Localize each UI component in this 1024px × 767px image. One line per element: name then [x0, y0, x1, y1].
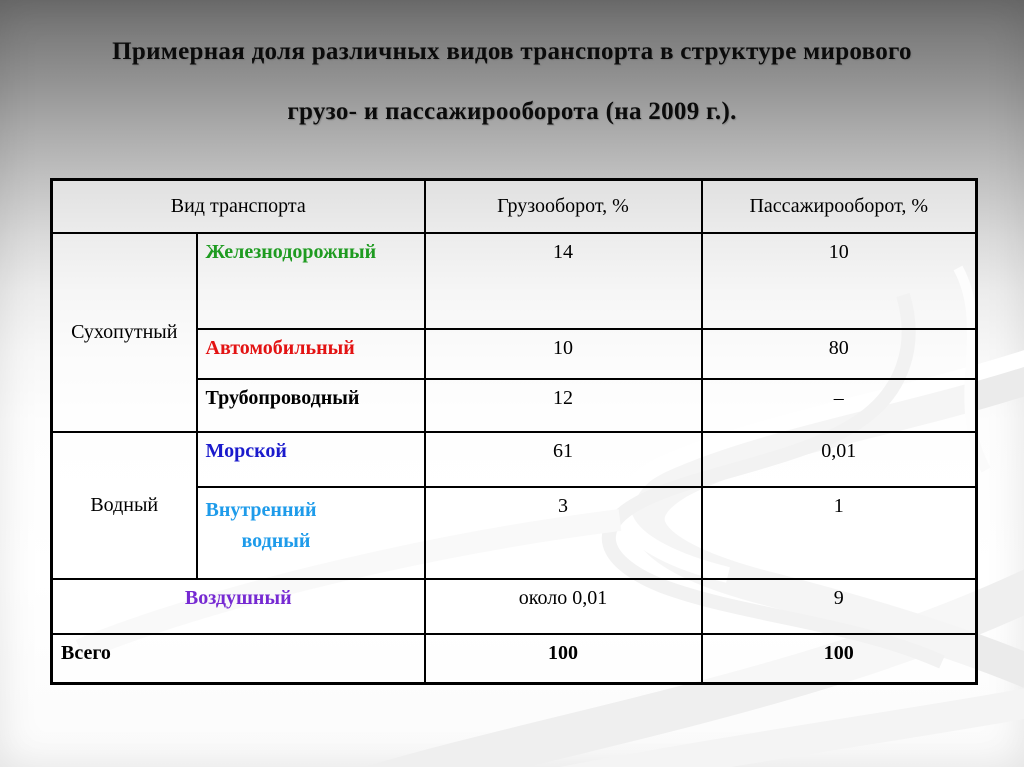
- value-inland-passenger: 1: [700, 485, 978, 580]
- value-automobile-freight: 10: [423, 327, 703, 380]
- value-railway-freight: 14: [423, 231, 703, 330]
- table-row-inland-water: Внутренний водный 3 1: [52, 485, 978, 580]
- type-label-inland-water: Внутренний водный: [195, 485, 426, 580]
- table-row-pipeline: Трубопроводный 12 –: [52, 377, 978, 433]
- value-sea-passenger: 0,01: [700, 430, 978, 488]
- group-label-water: Водный: [50, 430, 198, 580]
- value-pipeline-freight: 12: [423, 377, 703, 433]
- table-row-railway: Сухопутный Железнодорожный 14 10: [50, 231, 978, 433]
- value-air-passenger: 9: [700, 577, 978, 635]
- table-row-sea: Водный Морской 61 0,01: [50, 430, 978, 580]
- value-sea-freight: 61: [423, 430, 703, 488]
- value-automobile-passenger: 80: [700, 327, 978, 380]
- table-row-air: Воздушный около 0,01 9: [50, 577, 978, 635]
- value-total-passenger: 100: [700, 632, 978, 685]
- total-label: Всего: [50, 632, 426, 685]
- type-label-automobile: Автомобильный: [195, 327, 426, 380]
- slide-title-line2: грузо- и пассажирооборота (на 2009 г.).: [287, 98, 737, 125]
- type-label-railway: Железнодорожный: [195, 231, 426, 330]
- table-header-row: Вид транспорта Грузооборот, % Пассажироо…: [50, 178, 978, 234]
- group-label-land: Сухопутный: [50, 231, 198, 433]
- slide-title-line1: Примерная доля различных видов транспорт…: [112, 38, 912, 65]
- slide-title: Примерная доля различных видов транспорт…: [40, 38, 984, 126]
- table-row-total: Всего 100 100: [50, 632, 978, 685]
- type-label-pipeline: Трубопроводный: [195, 377, 426, 433]
- type-label-air: Воздушный: [50, 577, 426, 635]
- value-total-freight: 100: [423, 632, 703, 685]
- header-freight-turnover: Грузооборот, %: [423, 178, 703, 234]
- type-label-sea: Морской: [195, 430, 426, 488]
- table-row-automobile: Автомобильный 10 80: [52, 327, 978, 380]
- header-passenger-turnover: Пассажирооборот, %: [700, 178, 978, 234]
- value-air-freight: около 0,01: [423, 577, 703, 635]
- value-pipeline-passenger: –: [700, 377, 978, 433]
- header-transport-type: Вид транспорта: [50, 178, 426, 234]
- transport-table: Вид транспорта Грузооборот, % Пассажироо…: [50, 178, 978, 685]
- value-railway-passenger: 10: [700, 231, 978, 330]
- value-inland-freight: 3: [423, 485, 703, 580]
